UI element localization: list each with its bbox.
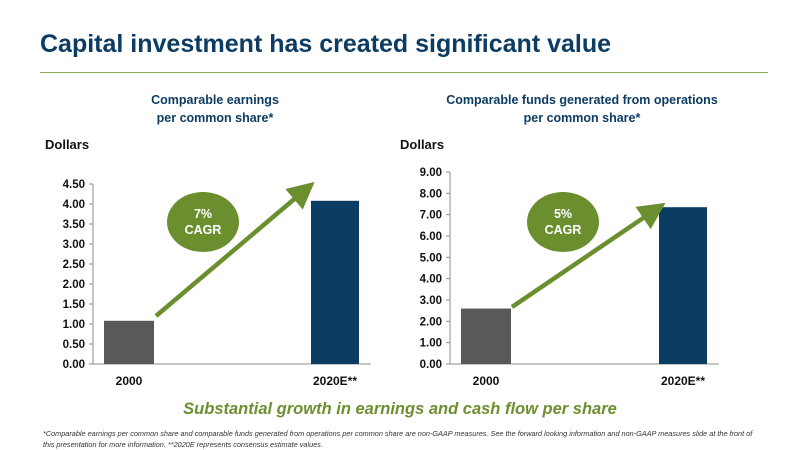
y-tick-label: 1.50 (63, 299, 85, 311)
y-tick-label: 0.00 (420, 359, 442, 371)
growth-arrow-1 (510, 202, 666, 309)
cagr-label: 7% (194, 207, 212, 221)
y-tick-label: 4.00 (63, 199, 85, 211)
x-category-label: 2000 (473, 374, 500, 388)
y-tick-label: 9.00 (420, 167, 442, 179)
cagr-label: CAGR (185, 223, 222, 237)
y-axis-label-0: Dollars (45, 137, 89, 152)
chart-title-line-1: per common share* (524, 111, 641, 125)
title-divider (40, 72, 768, 73)
bar-0-0 (104, 320, 154, 364)
chart-title-line-0: per common share* (157, 111, 274, 125)
cagr-label: CAGR (545, 223, 582, 237)
y-tick-label: 2.00 (420, 316, 442, 328)
y-tick-label: 7.00 (420, 210, 442, 222)
chart-title-line-0: Comparable earnings (151, 93, 279, 107)
footnote: *Comparable earnings per common share an… (43, 429, 753, 449)
y-tick-label: 5.00 (420, 252, 442, 264)
y-tick-label: 4.00 (420, 274, 442, 286)
chart-title-line-1: Comparable funds generated from operatio… (446, 93, 718, 107)
growth-arrow-0 (154, 181, 315, 318)
x-category-label: 2020E** (313, 374, 357, 388)
y-tick-label: 2.00 (63, 279, 85, 291)
y-tick-label: 1.00 (63, 319, 85, 331)
y-tick-label: 3.00 (63, 239, 85, 251)
bar-0-1 (311, 200, 359, 364)
y-tick-label: 8.00 (420, 188, 442, 200)
y-tick-label: 0.50 (63, 339, 85, 351)
page-title: Capital investment has created significa… (40, 30, 612, 58)
x-category-label: 2000 (116, 374, 143, 388)
tagline: Substantial growth in earnings and cash … (183, 400, 617, 418)
y-tick-label: 2.50 (63, 259, 85, 271)
y-tick-label: 3.00 (420, 295, 442, 307)
y-tick-label: 6.00 (420, 231, 442, 243)
bar-1-0 (461, 308, 511, 364)
cagr-bubble-0 (167, 192, 239, 252)
x-category-label: 2020E** (661, 374, 705, 388)
y-tick-label: 3.50 (63, 219, 85, 231)
cagr-label: 5% (554, 207, 572, 221)
y-tick-label: 0.00 (63, 359, 85, 371)
bar-1-1 (659, 207, 707, 364)
cagr-bubble-1 (527, 192, 599, 252)
y-tick-label: 4.50 (63, 179, 85, 191)
y-tick-label: 1.00 (420, 338, 442, 350)
y-axis-label-1: Dollars (400, 137, 444, 152)
